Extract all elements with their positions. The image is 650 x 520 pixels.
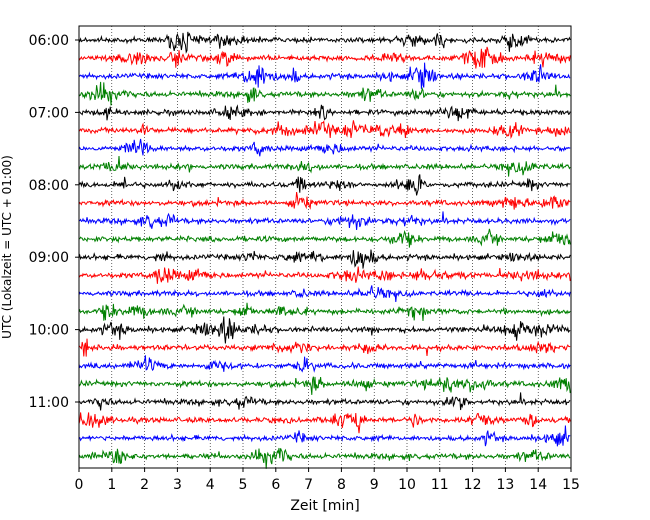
trace-1130 — [78, 425, 571, 447]
x-tick-label: 1 — [107, 477, 116, 493]
trace-0915 — [78, 266, 571, 284]
trace-0900 — [78, 249, 571, 269]
y-tick-label: 11:00 — [29, 395, 69, 411]
trace-1045 — [78, 376, 571, 395]
x-tick-label: 4 — [206, 477, 215, 493]
trace-0945 — [78, 302, 571, 322]
trace-0745 — [78, 155, 571, 177]
y-tick-label: 09:00 — [29, 250, 69, 266]
y-tick-label: 06:00 — [29, 33, 69, 49]
x-tick-label: 6 — [271, 477, 280, 493]
y-tick-label: 10:00 — [29, 323, 69, 339]
x-axis: 0 1 2 3 4 5 6 7 8 9 10 11 12 13 14 15 — [75, 468, 580, 493]
trace-0830 — [78, 211, 571, 230]
trace-0930 — [78, 285, 571, 302]
y-tick-label: 07:00 — [29, 105, 69, 121]
trace-1145 — [78, 447, 571, 469]
x-tick-label: 0 — [75, 477, 84, 493]
x-tick-label: 3 — [173, 477, 182, 493]
x-tick-label: 12 — [464, 477, 482, 493]
y-tick-label: 08:00 — [29, 178, 69, 194]
trace-0700 — [78, 104, 571, 122]
x-axis-label: Zeit [min] — [290, 498, 359, 514]
x-tick-label: 9 — [370, 477, 379, 493]
x-tick-label: 2 — [140, 477, 149, 493]
trace-0715 — [78, 120, 571, 140]
trace-0645 — [78, 81, 571, 106]
x-tick-label: 7 — [304, 477, 313, 493]
trace-0615 — [78, 46, 571, 69]
x-tick-label: 8 — [337, 477, 346, 493]
y-axis-label: UTC (Lokalzeit = UTC + 01:00) — [0, 155, 14, 339]
x-tick-label: 11 — [431, 477, 449, 493]
x-tick-label: 14 — [529, 477, 547, 493]
trace-0600 — [78, 31, 571, 54]
plot-background — [79, 26, 571, 468]
x-tick-label: 15 — [562, 477, 580, 493]
plot-frame — [78, 25, 572, 469]
trace-1015 — [78, 338, 571, 357]
trace-1100 — [78, 392, 571, 411]
trace-0815 — [78, 192, 571, 210]
x-tick-label: 5 — [239, 477, 248, 493]
x-tick-label: 13 — [496, 477, 514, 493]
trace-0630 — [78, 62, 571, 89]
trace-1030 — [78, 355, 571, 373]
trace-1115 — [78, 412, 571, 434]
x-tick-label: 10 — [398, 477, 416, 493]
trace-0845 — [78, 228, 571, 248]
y-axis: 06:00 07:00 08:00 09:00 10:00 11:00 — [29, 33, 79, 411]
trace-1000 — [78, 316, 571, 344]
traces — [78, 31, 571, 469]
trace-0800 — [78, 174, 571, 196]
trace-0730 — [78, 138, 571, 157]
